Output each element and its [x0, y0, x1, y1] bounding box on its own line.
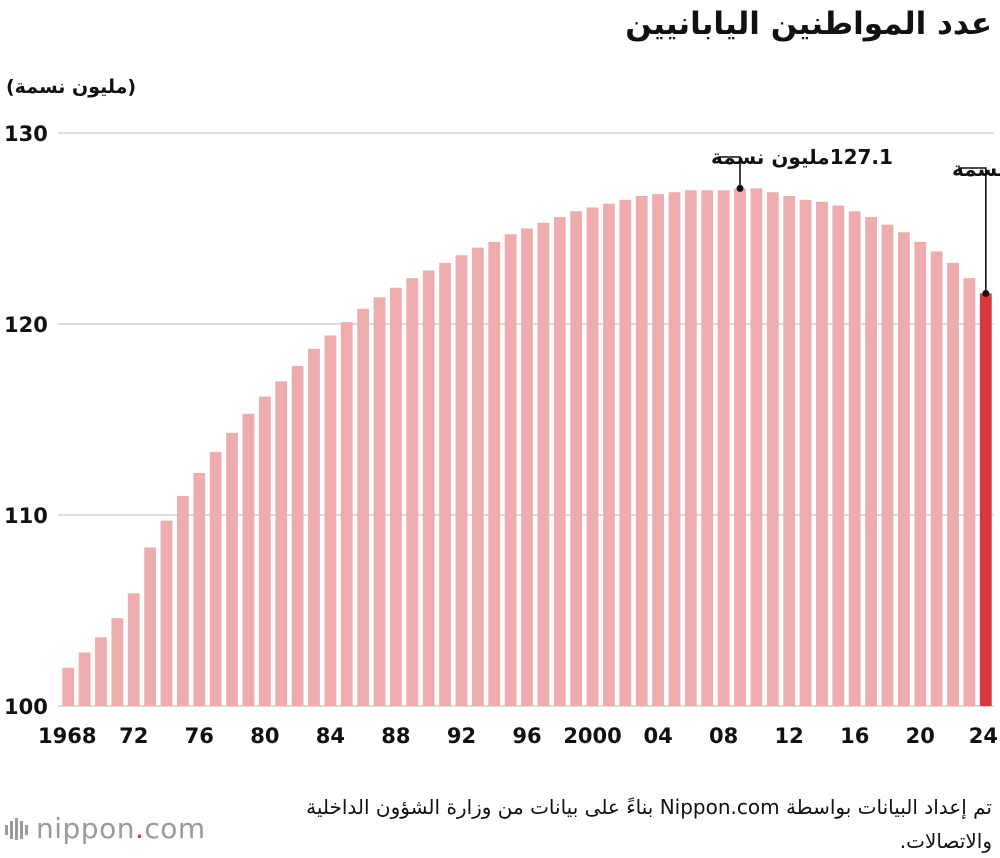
peak-leader-line: [718, 156, 741, 189]
x-tick-label-2004: 04: [643, 724, 672, 748]
bar-1992: [455, 255, 468, 707]
x-tick-label-1984: 84: [316, 724, 345, 748]
bar-1998: [553, 217, 566, 707]
bar-1993: [471, 247, 484, 706]
bar-2019: [897, 232, 910, 706]
x-tick-label-1988: 88: [381, 724, 410, 748]
bar-1991: [439, 262, 451, 706]
bar-2002: [619, 199, 632, 706]
bar-2023: [963, 278, 976, 706]
y-tick-label-100: 100: [4, 695, 48, 719]
logo-text-main: nippon: [36, 812, 135, 845]
bar-1977: [209, 451, 222, 706]
bar-1987: [373, 297, 386, 706]
bar-1978: [226, 432, 238, 706]
bar-2003: [635, 196, 648, 706]
bar-2011: [766, 192, 779, 706]
bar-2020: [914, 241, 927, 706]
bar-1971: [111, 618, 124, 706]
bar-1975: [176, 495, 189, 706]
bar-2016: [848, 211, 861, 706]
bar-2012: [783, 196, 796, 706]
bar-2005: [668, 192, 681, 706]
nippon-logo-icon: [5, 817, 28, 840]
bar-1989: [406, 278, 419, 706]
bar-2018: [881, 224, 894, 706]
bar-2009: [734, 188, 746, 706]
bar-1982: [291, 366, 304, 706]
annotations: 127.1مليون نسمة 121.6 مليون نسمة: [711, 145, 1000, 297]
source-note: تم إعداد البيانات بواسطة Nippon.com بناء…: [306, 795, 992, 853]
bar-2014: [816, 201, 828, 706]
x-tick-label-1972: 72: [119, 724, 148, 748]
latest-leader-line: [958, 167, 987, 294]
bar-1988: [390, 287, 402, 706]
bar-2017: [865, 217, 878, 707]
bar-1996: [521, 228, 533, 706]
bar-2024: [979, 293, 992, 706]
y-axis-unit-label: (مليون نسمة): [6, 76, 137, 98]
bar-2022: [947, 262, 959, 706]
bar-1979: [242, 413, 255, 706]
bar-1994: [488, 241, 501, 706]
bar-1969: [78, 652, 91, 706]
x-tick-label-2012: 12: [775, 724, 804, 748]
bar-1976: [193, 472, 206, 706]
bar-2008: [717, 190, 730, 707]
bar-2015: [832, 205, 845, 706]
peak-annotation-label: 127.1مليون نسمة: [711, 145, 893, 169]
bar-2021: [930, 251, 943, 707]
x-tick-label-1996: 96: [512, 724, 541, 748]
bar-1970: [95, 637, 107, 706]
x-tick-label-2008: 08: [709, 724, 738, 748]
bar-1972: [127, 593, 140, 706]
bar-1984: [324, 335, 337, 706]
bar-2010: [750, 188, 763, 706]
y-axis-ticks: 100 110 120 130: [4, 122, 48, 719]
bar-2006: [684, 190, 697, 707]
bar-1980: [258, 396, 271, 706]
bar-1973: [144, 547, 157, 706]
bar-2013: [799, 199, 812, 706]
bar-2007: [701, 190, 714, 707]
latest-marker: [982, 289, 990, 297]
bar-1974: [160, 520, 173, 706]
bar-2004: [652, 194, 664, 706]
x-tick-label-1992: 92: [447, 724, 476, 748]
peak-marker: [736, 184, 744, 192]
bars: [62, 188, 992, 707]
bar-1968: [62, 667, 75, 706]
bar-1983: [308, 348, 320, 706]
bar-1986: [357, 308, 370, 706]
bar-1990: [422, 270, 435, 706]
bar-1995: [504, 234, 517, 707]
y-tick-label-120: 120: [4, 313, 48, 337]
x-tick-label-2024: 24: [969, 724, 998, 748]
y-tick-label-110: 110: [4, 504, 48, 528]
bar-1999: [570, 211, 583, 706]
latest-annotation-label: 121.6 مليون نسمة: [952, 157, 1000, 181]
bar-2001: [603, 203, 615, 707]
nippon-logo[interactable]: nippon. com: [4, 812, 206, 845]
logo-text-dot: .: [134, 812, 145, 845]
x-tick-label-2000: 2000: [563, 724, 621, 748]
bar-2000: [586, 207, 599, 707]
x-tick-label-2020: 20: [906, 724, 935, 748]
x-tick-label-1976: 76: [185, 724, 214, 748]
chart-title: عدد المواطنين اليابانيين: [625, 6, 992, 42]
bar-1981: [275, 381, 288, 706]
x-tick-label-1968: 1968: [38, 724, 96, 748]
bar-1985: [340, 322, 353, 706]
logo-text-tld: com: [144, 812, 206, 845]
x-axis-ticks: 1968 72 76 80 84 88 92 96 2000 04 08 12 16 20 24: [38, 724, 998, 748]
bar-1997: [537, 222, 550, 706]
x-tick-label-2016: 16: [840, 724, 869, 748]
x-tick-label-1980: 80: [250, 724, 279, 748]
y-tick-label-130: 130: [4, 122, 48, 146]
